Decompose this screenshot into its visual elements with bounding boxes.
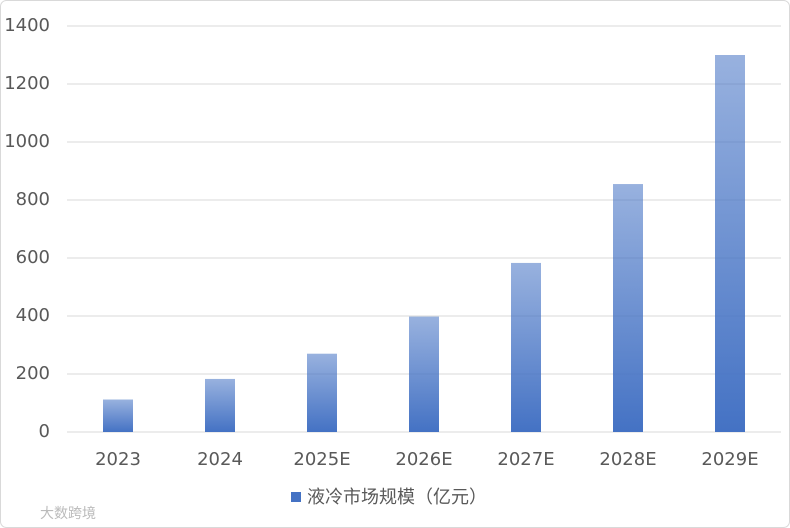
x-tick-label: 2025E xyxy=(293,449,350,470)
bar xyxy=(511,262,541,432)
bar xyxy=(409,316,439,432)
y-tick-label: 400 xyxy=(16,305,50,326)
legend-label: 液冷市场规模（亿元） xyxy=(307,487,487,508)
y-tick-label: 800 xyxy=(16,189,50,210)
bar xyxy=(715,55,745,432)
watermark: 大数跨境 xyxy=(40,506,96,522)
y-tick-label: 200 xyxy=(16,363,50,384)
y-tick-label: 0 xyxy=(39,421,50,442)
x-tick-label: 2029E xyxy=(701,449,758,470)
x-tick-label: 2028E xyxy=(599,449,656,470)
legend-swatch xyxy=(291,492,301,502)
bar xyxy=(307,353,337,432)
x-tick-label: 2023 xyxy=(95,449,141,470)
x-tick-label: 2024 xyxy=(197,449,243,470)
y-tick-label: 600 xyxy=(16,247,50,268)
bar xyxy=(103,399,133,432)
bar xyxy=(205,378,235,432)
bar xyxy=(613,184,643,432)
x-tick-label: 2027E xyxy=(497,449,554,470)
x-tick-label: 2026E xyxy=(395,449,452,470)
y-tick-label: 1200 xyxy=(4,73,50,94)
y-tick-label: 1400 xyxy=(4,15,50,36)
y-tick-label: 1000 xyxy=(4,131,50,152)
